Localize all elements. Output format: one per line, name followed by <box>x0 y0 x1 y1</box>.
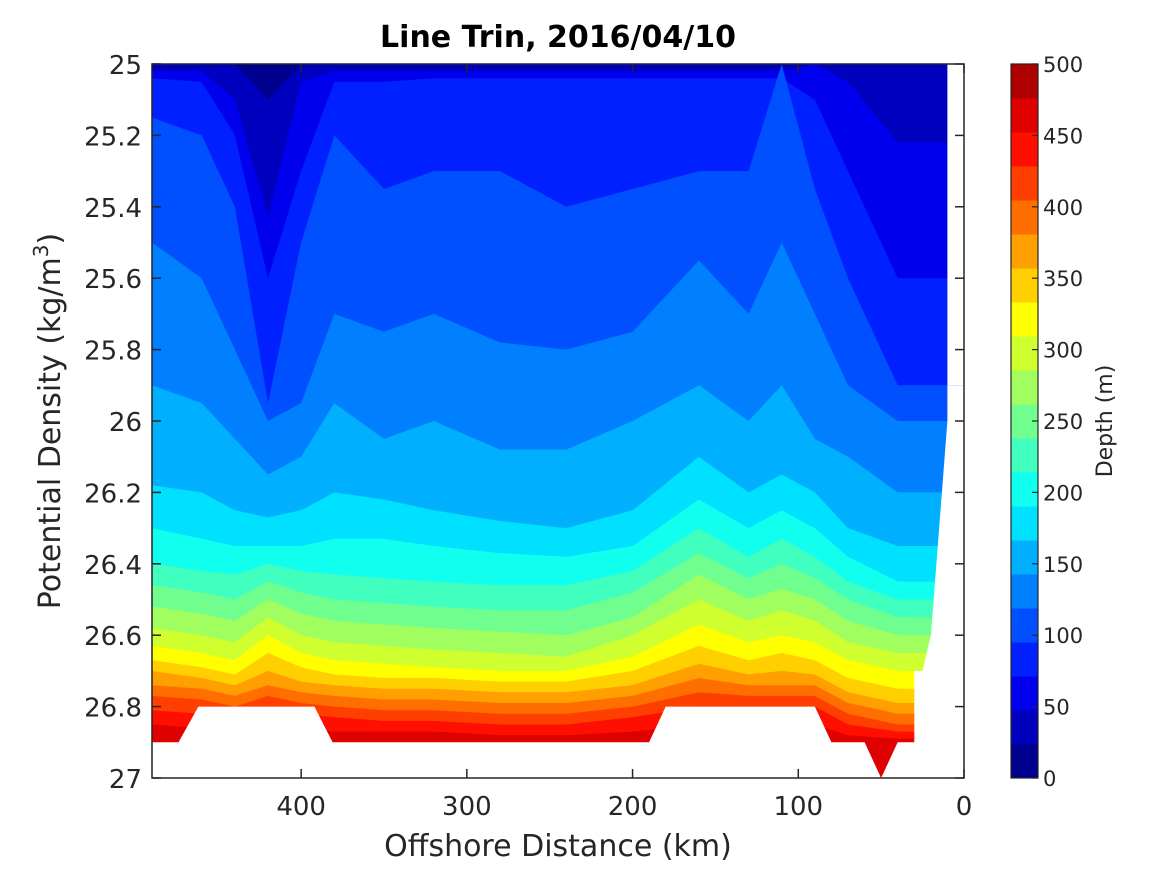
colorbar-tick-label: 300 <box>1043 339 1083 363</box>
x-tick-label: 400 <box>276 792 326 822</box>
colorbar-swatch-20 <box>1011 64 1038 99</box>
y-tick-label: 25.2 <box>84 122 142 152</box>
colorbar-swatch-17 <box>1011 166 1038 201</box>
colorbar-tick-label: 200 <box>1043 481 1083 505</box>
colorbar-swatch-12 <box>1011 336 1038 371</box>
colorbar-swatch-2 <box>1011 676 1038 711</box>
colorbar-tick-label: 450 <box>1043 124 1083 148</box>
x-axis: 400 300 200 100 0 <box>276 64 972 822</box>
plot-area <box>152 64 964 778</box>
chart-title: Line Trin, 2016/04/10 <box>380 20 736 55</box>
no-data-region-1 <box>947 64 964 386</box>
colorbar-tick-label: 250 <box>1043 410 1083 434</box>
colorbar-tick-label: 400 <box>1043 196 1083 220</box>
colorbar-swatch-5 <box>1011 574 1038 609</box>
y-tick-label: 26.4 <box>84 551 142 581</box>
colorbar-swatch-15 <box>1011 234 1038 269</box>
colorbar-tick-label: 0 <box>1043 767 1056 791</box>
y-axis-label-superscript: 3 <box>29 244 53 257</box>
colorbar-swatch-18 <box>1011 132 1038 167</box>
y-tick-label: 25 <box>109 51 142 81</box>
colorbar-tick-label: 150 <box>1043 553 1083 577</box>
y-tick-label: 26 <box>109 408 142 438</box>
colorbar-swatch-1 <box>1011 710 1038 745</box>
colorbar-tick-label: 350 <box>1043 267 1083 291</box>
colorbar-tick-label: 100 <box>1043 624 1083 648</box>
colorbar-swatch-0 <box>1011 744 1038 779</box>
y-tick-label: 25.6 <box>84 265 142 295</box>
y-axis-label: Potential Density (kg/m3) <box>29 233 68 609</box>
x-tick-label: 100 <box>773 792 823 822</box>
colorbar-swatch-6 <box>1011 540 1038 575</box>
y-tick-label: 26.8 <box>84 694 142 724</box>
y-tick-label: 25.8 <box>84 337 142 367</box>
colorbar-swatch-11 <box>1011 370 1038 405</box>
colorbar-swatch-4 <box>1011 608 1038 643</box>
x-tick-label: 200 <box>608 792 658 822</box>
colorbar-tick-label: 50 <box>1043 696 1070 720</box>
colorbar-tick-label: 500 <box>1043 53 1083 77</box>
x-tick-label: 0 <box>956 792 973 822</box>
colorbar-swatch-16 <box>1011 200 1038 235</box>
colorbar-swatch-14 <box>1011 268 1038 303</box>
y-axis: 25 25.2 25.4 25.6 25.8 26 26.2 26.4 26.6 26.8 27 <box>84 51 964 795</box>
colorbar-swatch-8 <box>1011 472 1038 507</box>
colorbar-swatch-13 <box>1011 302 1038 337</box>
y-tick-label: 26.2 <box>84 479 142 509</box>
y-tick-label: 25.4 <box>84 194 142 224</box>
colorbar <box>1010 63 1039 779</box>
x-tick-label: 300 <box>442 792 492 822</box>
colorbar-swatch-9 <box>1011 438 1038 473</box>
y-tick-label: 27 <box>109 765 142 795</box>
colorbar-label: Depth (m) <box>1093 365 1118 478</box>
no-data-region-0 <box>152 385 964 778</box>
y-axis-label-main: Potential Density (kg/m <box>33 257 68 609</box>
y-axis-label-close: ) <box>33 233 68 245</box>
colorbar-ticks: 0 50 100 150 200 250 300 350 400 450 500 <box>1032 53 1083 791</box>
y-tick-label: 26.6 <box>84 622 142 652</box>
colorbar-swatch-19 <box>1011 98 1038 133</box>
colorbar-swatch-7 <box>1011 506 1038 541</box>
colorbar-swatch-3 <box>1011 642 1038 677</box>
x-axis-label: Offshore Distance (km) <box>384 829 732 864</box>
